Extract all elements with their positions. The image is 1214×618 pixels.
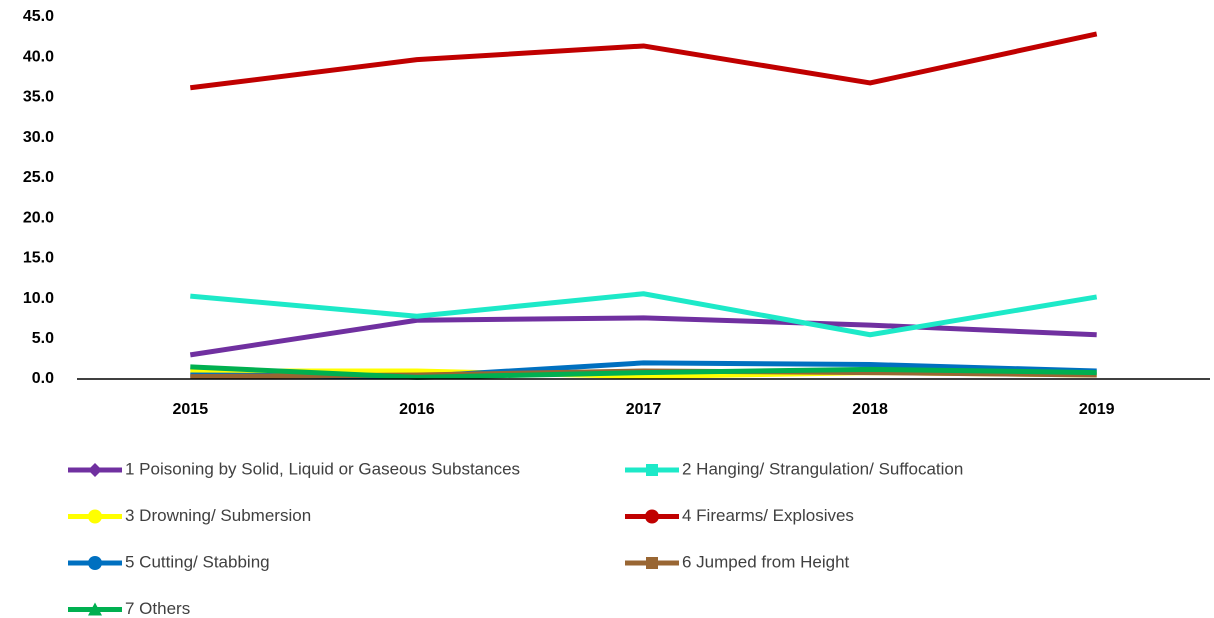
legend-marker <box>88 463 102 477</box>
y-tick-label: 25.0 <box>23 169 54 186</box>
legend-marker <box>88 509 102 524</box>
legend-marker <box>646 464 658 476</box>
legend-marker <box>88 602 102 616</box>
y-tick-label: 5.0 <box>32 330 54 347</box>
legend-label: 5 Cutting/ Stabbing <box>125 552 270 571</box>
series-line <box>190 364 1097 380</box>
legend-label: 3 Drowning/ Submersion <box>125 506 311 525</box>
series-line <box>189 315 1097 358</box>
y-tick-label: 30.0 <box>23 129 54 146</box>
y-tick-label: 10.0 <box>23 290 54 307</box>
x-tick-label: 2016 <box>399 401 435 418</box>
legend-marker <box>88 556 102 570</box>
legend-marker <box>645 509 659 524</box>
y-tick-label: 0.0 <box>32 370 54 387</box>
legend-label: 2 Hanging/ Strangulation/ Suffocation <box>682 459 963 478</box>
y-tick-label: 20.0 <box>23 209 54 226</box>
x-tick-label: 2015 <box>173 401 209 418</box>
y-tick-label: 45.0 <box>23 8 54 25</box>
series-line <box>190 291 1098 338</box>
x-tick-label: 2018 <box>852 401 888 418</box>
legend-label: 7 Others <box>125 599 190 618</box>
y-tick-label: 35.0 <box>23 89 54 106</box>
series-line <box>189 31 1098 91</box>
legend-label: 6 Jumped from Height <box>682 552 850 571</box>
y-tick-label: 15.0 <box>23 250 54 267</box>
x-tick-label: 2019 <box>1079 401 1115 418</box>
legend-marker <box>646 557 658 569</box>
y-tick-label: 40.0 <box>23 48 54 65</box>
legend-label: 1 Poisoning by Solid, Liquid or Gaseous … <box>125 459 520 478</box>
legend-label: 4 Firearms/ Explosives <box>682 506 854 525</box>
x-tick-label: 2017 <box>626 401 662 418</box>
